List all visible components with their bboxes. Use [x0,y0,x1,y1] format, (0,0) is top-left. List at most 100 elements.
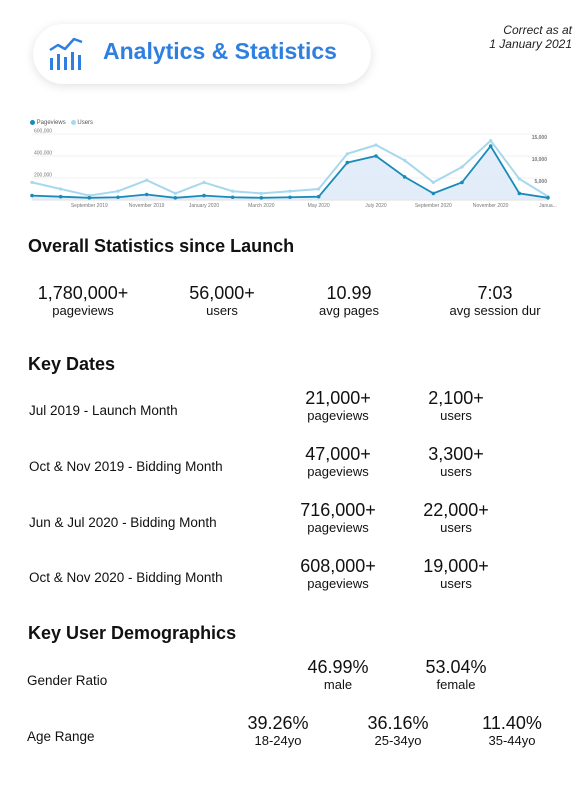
stat-value: 716,000+ [300,500,376,520]
stat-value: 46.99% [307,657,369,677]
x-axis-tick: Janua... [539,203,557,209]
x-axis-tick: September 2020 [415,203,452,209]
pageviews-area [32,146,548,200]
key-date-users: 22,000+ users [404,500,508,536]
users-point [517,177,521,181]
age-35-44: 11.40% 35-44yo [462,713,562,749]
line-chart: 600,000 15,000 400,000 10,000 200,000 5,000 Se… [30,129,557,209]
page-title: Analytics & Statistics [103,38,337,64]
stat-value: 1,780,000+ [37,283,129,303]
key-date-pageviews: 716,000+ pageviews [282,500,394,536]
overall-stat-avg-pages: 10.99 avg pages [290,283,408,319]
key-date-users: 19,000+ users [404,556,508,592]
analytics-chart-icon [49,37,83,70]
correct-line-1: Correct as at [503,23,572,37]
key-date-label: Jun & Jul 2020 - Bidding Month [29,515,217,530]
key-date-pageviews: 21,000+ pageviews [282,388,394,424]
right-axis-tick: 15,000 [532,135,548,141]
pageviews-point [202,193,206,198]
stat-label: users [206,303,238,318]
overall-section-title: Overall Statistics since Launch [28,236,295,256]
overall-stat-avg-session: 7:03 avg session dur [430,283,560,319]
stat-value: 608,000+ [300,556,376,576]
overall-stat-users: 56,000+ users [162,283,282,319]
users-point [489,139,493,143]
users-point [116,189,120,193]
gender-male: 46.99% male [288,657,388,693]
right-axis-tick: 5,000 [534,179,547,185]
pageviews-point [345,160,350,165]
pageviews-point [288,195,292,200]
users-point [259,191,263,195]
correct-as-at: Correct as at 1 January 2021 [489,23,572,51]
left-axis-tick: 200,000 [34,173,52,179]
pageviews-point [374,154,378,158]
stat-label: avg pages [319,303,379,318]
x-axis-tick: July 2020 [365,203,387,209]
users-point [460,165,464,169]
pageviews-point [402,175,407,179]
stat-value: 47,000+ [305,444,371,464]
age-18-24: 39.26% 18-24yo [230,714,326,749]
users-point [431,180,435,184]
stat-label: pageviews [307,464,369,479]
correct-line-2: 1 January 2021 [489,37,572,51]
users-point [345,152,349,156]
age-range-label: Age Range [27,729,95,744]
pageviews-point [173,196,178,200]
stat-value: 22,000+ [423,500,489,520]
x-axis-tick: November 2019 [129,203,165,209]
stat-label: pageviews [307,520,369,535]
legend-dot-pageviews [30,120,35,125]
users-point [30,180,34,184]
pageviews-point [144,192,149,197]
pageviews-point [30,193,34,198]
x-axis-tick: May 2020 [308,203,330,209]
stat-value: 19,000+ [423,556,489,576]
age-25-34: 36.16% 25-34yo [350,714,446,749]
stat-value: 7:03 [477,283,513,303]
users-point [173,191,177,195]
stat-label: female [436,677,476,692]
x-axis-tick: January 2020 [189,203,220,209]
legend-dot-users [70,120,76,125]
key-date-pageviews: 608,000+ pageviews [282,556,394,592]
users-point [317,187,321,191]
legend-pageviews: Pageviews [36,120,66,127]
users-point [59,187,63,191]
key-date-users: 3,300+ users [404,445,508,480]
legend-users: Users [77,120,94,127]
pageviews-point [431,191,436,196]
pageviews-point [316,194,321,199]
stat-label: 25-34yo [374,733,422,748]
key-date-label: Oct & Nov 2020 - Bidding Month [29,570,223,585]
key-date-pageviews: 47,000+ pageviews [282,444,394,480]
users-point [403,158,407,162]
chart-legend: Pageviews Users [30,120,93,126]
stat-value: 56,000+ [189,283,255,303]
pageviews-point [230,195,235,200]
users-point [145,178,149,182]
key-date-label: Oct & Nov 2019 - Bidding Month [29,459,223,474]
pageviews-point [116,195,120,200]
stat-label: users [440,408,472,423]
x-axis-tick: March 2020 [248,203,275,209]
overall-stat-pageviews: 1,780,000+ pageviews [22,283,144,319]
stat-label: users [440,576,472,591]
stat-value: 11.40% [482,713,542,733]
pageviews-point [517,191,522,196]
stat-label: pageviews [307,576,369,591]
stat-value: 21,000+ [305,388,371,408]
left-axis-tick: 400,000 [34,151,52,157]
gender-ratio-label: Gender Ratio [27,673,108,688]
pageviews-point [460,180,464,185]
users-point [288,189,292,193]
stat-label: male [323,677,353,692]
stat-value: 10.99 [326,283,372,303]
users-point [374,143,378,147]
pageviews-point [546,196,550,200]
right-axis-tick: 10,000 [532,157,548,163]
stat-label: users [440,520,472,535]
stat-value: 53.04% [425,657,487,677]
stat-label: 35-44yo [488,733,536,748]
